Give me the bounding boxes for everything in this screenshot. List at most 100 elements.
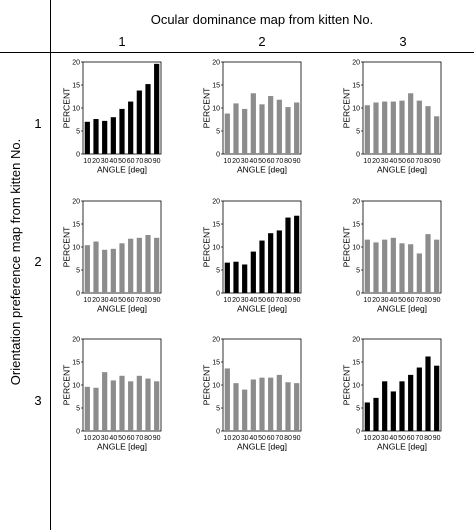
x-tick-label: 50: [118, 435, 126, 442]
y-tick-label: 10: [352, 244, 360, 251]
y-tick-label: 5: [76, 267, 80, 274]
row-header: Orientation preference map from kitten N…: [8, 139, 23, 385]
x-tick-label: 80: [424, 297, 432, 304]
x-tick-label: 40: [249, 297, 257, 304]
x-tick-label: 60: [407, 158, 415, 165]
bar-10: [364, 239, 370, 293]
x-tick-label: 90: [293, 297, 301, 304]
x-tick-label: 90: [433, 158, 441, 165]
y-tick-label: 20: [72, 336, 80, 343]
bar-90: [154, 63, 160, 155]
x-tick-label: 10: [83, 297, 91, 304]
x-tick-label: 70: [415, 297, 423, 304]
y-axis-label: PERCENT: [62, 365, 72, 406]
bar-30: [102, 249, 108, 293]
bar-30: [242, 264, 248, 293]
bar-40: [390, 237, 396, 293]
y-tick-label: 10: [352, 382, 360, 389]
y-axis-label: PERCENT: [342, 365, 352, 406]
y-tick-label: 10: [72, 105, 80, 112]
x-tick-label: 50: [258, 435, 266, 442]
x-tick-label: 80: [284, 297, 292, 304]
x-axis-label: ANGLE [deg]: [97, 304, 147, 314]
x-tick-label: 90: [433, 297, 441, 304]
x-tick-label: 20: [92, 297, 100, 304]
x-tick-label: 40: [389, 435, 397, 442]
bar-30: [242, 389, 248, 431]
x-tick-label: 10: [363, 158, 371, 165]
bar-20: [93, 119, 99, 154]
column-number-3: 3: [399, 34, 406, 49]
x-axis-label: ANGLE [deg]: [377, 165, 427, 175]
row-number-2: 2: [34, 254, 41, 269]
bar-60: [128, 381, 134, 431]
x-tick-label: 50: [118, 158, 126, 165]
x-tick-label: 20: [372, 435, 380, 442]
y-tick-label: 20: [72, 198, 80, 205]
bar-10: [224, 368, 230, 431]
y-tick-label: 10: [212, 105, 220, 112]
y-tick-label: 20: [352, 198, 360, 205]
y-tick-label: 10: [72, 382, 80, 389]
x-axis-label: ANGLE [deg]: [237, 442, 287, 452]
bar-40: [250, 93, 256, 154]
bar-60: [268, 233, 274, 293]
bar-90: [154, 381, 160, 431]
column-header: Ocular dominance map from kitten No.: [151, 12, 374, 27]
x-tick-label: 20: [232, 158, 240, 165]
x-tick-label: 70: [415, 158, 423, 165]
bar-30: [102, 372, 108, 431]
x-tick-label: 50: [258, 158, 266, 165]
y-tick-label: 0: [356, 290, 360, 297]
bar-40: [250, 251, 256, 293]
x-tick-label: 20: [232, 297, 240, 304]
x-tick-label: 80: [424, 435, 432, 442]
x-axis-label: ANGLE [deg]: [377, 304, 427, 314]
y-tick-label: 15: [352, 82, 360, 89]
x-axis-label: ANGLE [deg]: [237, 165, 287, 175]
bar-60: [128, 101, 134, 154]
bar-50: [119, 108, 125, 154]
x-axis-label: ANGLE [deg]: [97, 165, 147, 175]
x-tick-label: 40: [109, 297, 117, 304]
x-tick-label: 70: [275, 435, 283, 442]
x-tick-label: 10: [223, 158, 231, 165]
y-tick-label: 15: [352, 359, 360, 366]
bar-50: [399, 243, 405, 293]
x-tick-label: 60: [127, 297, 135, 304]
y-tick-label: 5: [356, 405, 360, 412]
y-tick-label: 20: [72, 59, 80, 66]
x-tick-label: 60: [127, 435, 135, 442]
x-tick-label: 10: [223, 297, 231, 304]
bar-50: [259, 377, 265, 431]
x-axis-label: ANGLE [deg]: [237, 304, 287, 314]
x-tick-label: 70: [275, 297, 283, 304]
x-tick-label: 50: [118, 297, 126, 304]
bar-90: [294, 215, 300, 293]
bar-20: [233, 383, 239, 431]
x-tick-label: 40: [249, 435, 257, 442]
bar-70: [276, 99, 282, 154]
x-tick-label: 40: [109, 158, 117, 165]
y-tick-label: 15: [72, 221, 80, 228]
y-tick-label: 0: [76, 428, 80, 435]
bar-90: [434, 365, 440, 431]
x-tick-label: 20: [92, 158, 100, 165]
x-tick-label: 60: [267, 297, 275, 304]
y-axis-label: PERCENT: [202, 227, 212, 268]
bar-70: [416, 253, 422, 293]
y-axis-label: PERCENT: [342, 88, 352, 129]
y-axis-label: PERCENT: [342, 227, 352, 268]
x-tick-label: 80: [144, 297, 152, 304]
x-tick-label: 70: [135, 297, 143, 304]
bar-10: [84, 121, 90, 154]
x-tick-label: 30: [241, 297, 249, 304]
